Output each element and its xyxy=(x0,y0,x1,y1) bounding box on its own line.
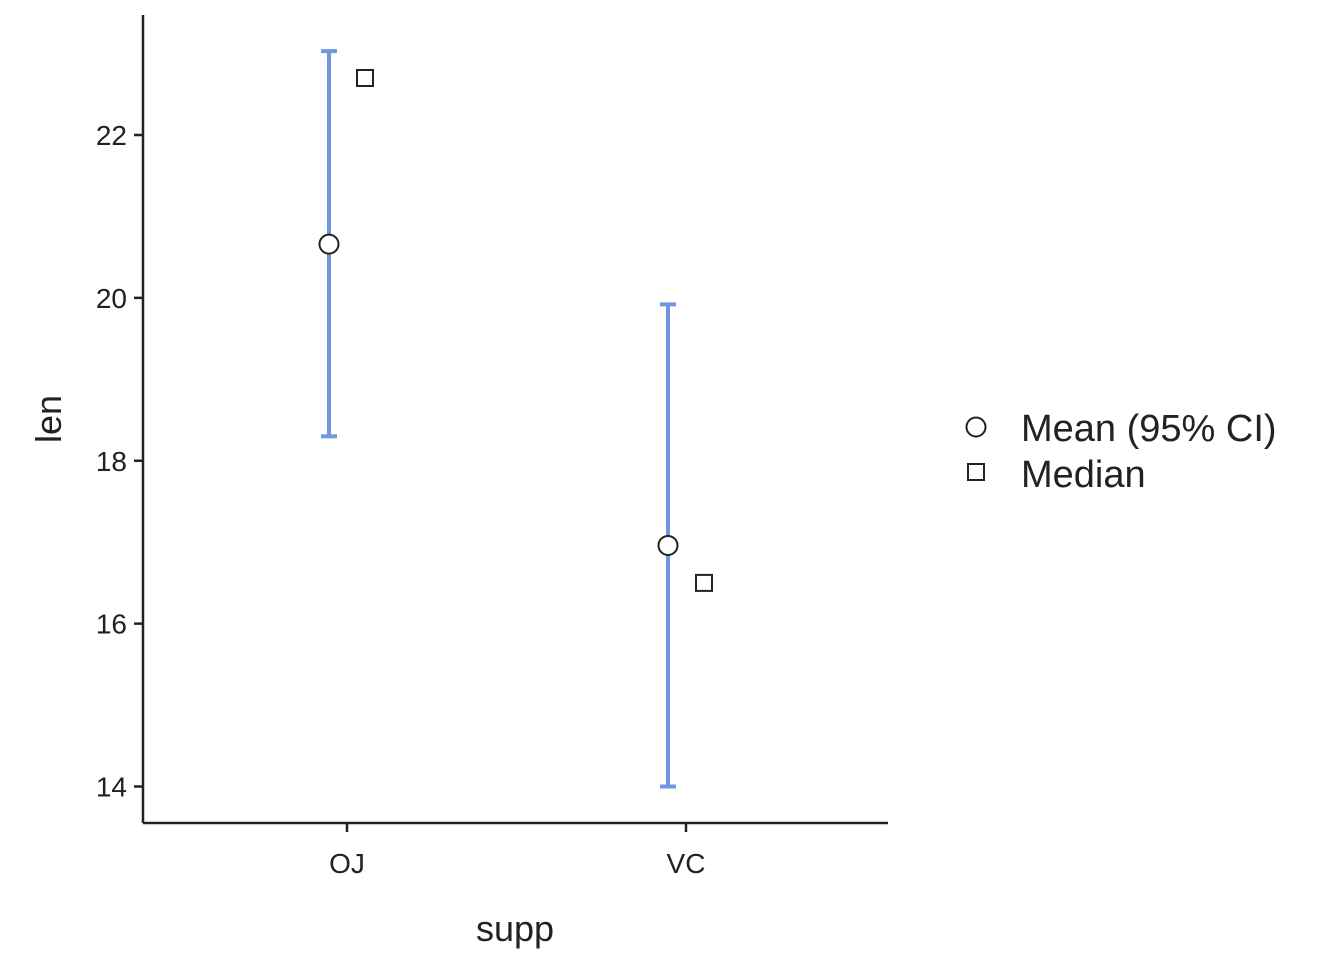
y-axis-title: len xyxy=(28,395,69,443)
legend: Mean (95% CI) Median xyxy=(965,408,1277,496)
median-point xyxy=(695,573,713,592)
legend-label-mean: Mean (95% CI) xyxy=(1021,408,1277,450)
y-tick-label: 22 xyxy=(96,120,127,151)
x-tick-label: OJ xyxy=(329,848,365,879)
legend-square-marker xyxy=(967,463,985,481)
legend-circle-marker xyxy=(965,416,987,438)
median-point xyxy=(356,68,374,87)
mean-point xyxy=(657,534,679,556)
y-tick-label: 20 xyxy=(96,283,127,314)
legend-label-median: Median xyxy=(1021,454,1146,496)
x-axis-ticks: OJ VC xyxy=(329,823,705,879)
mean-point xyxy=(318,233,340,255)
x-tick-label: VC xyxy=(667,848,706,879)
y-axis-ticks: 14 16 18 20 22 xyxy=(96,120,143,803)
y-tick-label: 16 xyxy=(96,609,127,640)
x-axis-title: supp xyxy=(476,908,554,949)
plot-area xyxy=(318,49,713,789)
y-tick-label: 18 xyxy=(96,446,127,477)
y-tick-label: 14 xyxy=(96,772,127,803)
